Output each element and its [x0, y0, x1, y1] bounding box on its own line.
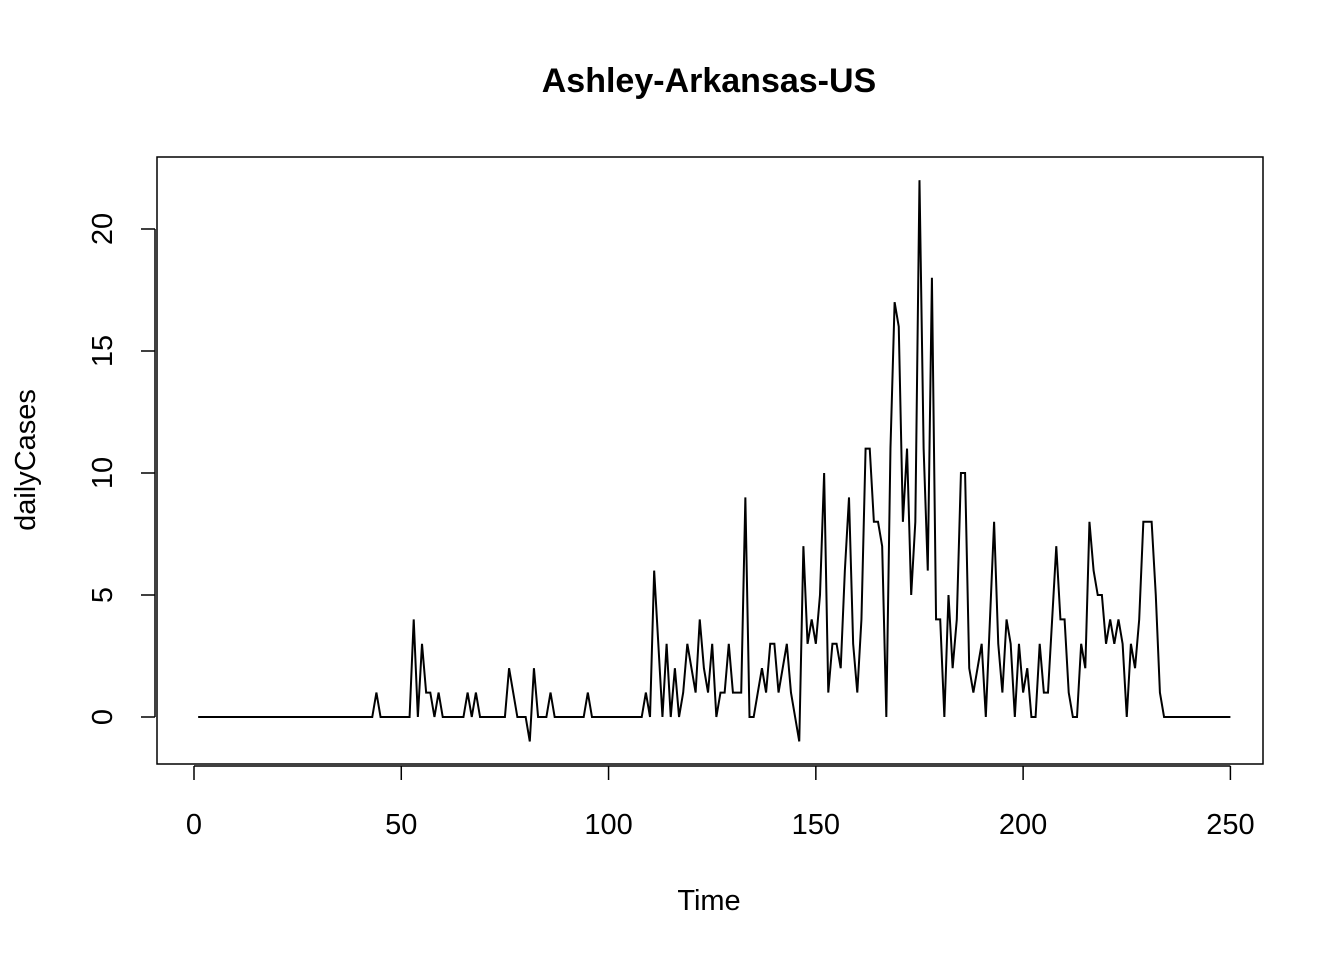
- series-layer: [198, 180, 1231, 742]
- x-tick-label: 0: [186, 809, 202, 841]
- y-axis-label: dailyCases: [10, 389, 42, 531]
- y-axis: 0 5 10 15 20: [87, 213, 156, 725]
- plot-frame: [156, 156, 1264, 765]
- chart-title: Ashley-Arkansas-US: [542, 62, 876, 100]
- x-tick-label: 50: [385, 809, 417, 841]
- y-tick-label: 5: [87, 587, 119, 603]
- y-tick-label: 15: [87, 335, 119, 367]
- x-axis: 0 50 100 150 200 250: [186, 765, 1255, 841]
- series-line: [198, 180, 1231, 742]
- x-tick-label: 250: [1206, 809, 1254, 841]
- x-tick-label: 150: [792, 809, 840, 841]
- x-tick-label: 200: [999, 809, 1047, 841]
- x-axis-label: Time: [677, 885, 740, 917]
- x-tick-label: 100: [584, 809, 632, 841]
- y-tick-label: 20: [87, 213, 119, 245]
- y-tick-label: 0: [87, 709, 119, 725]
- y-tick-label: 10: [87, 457, 119, 489]
